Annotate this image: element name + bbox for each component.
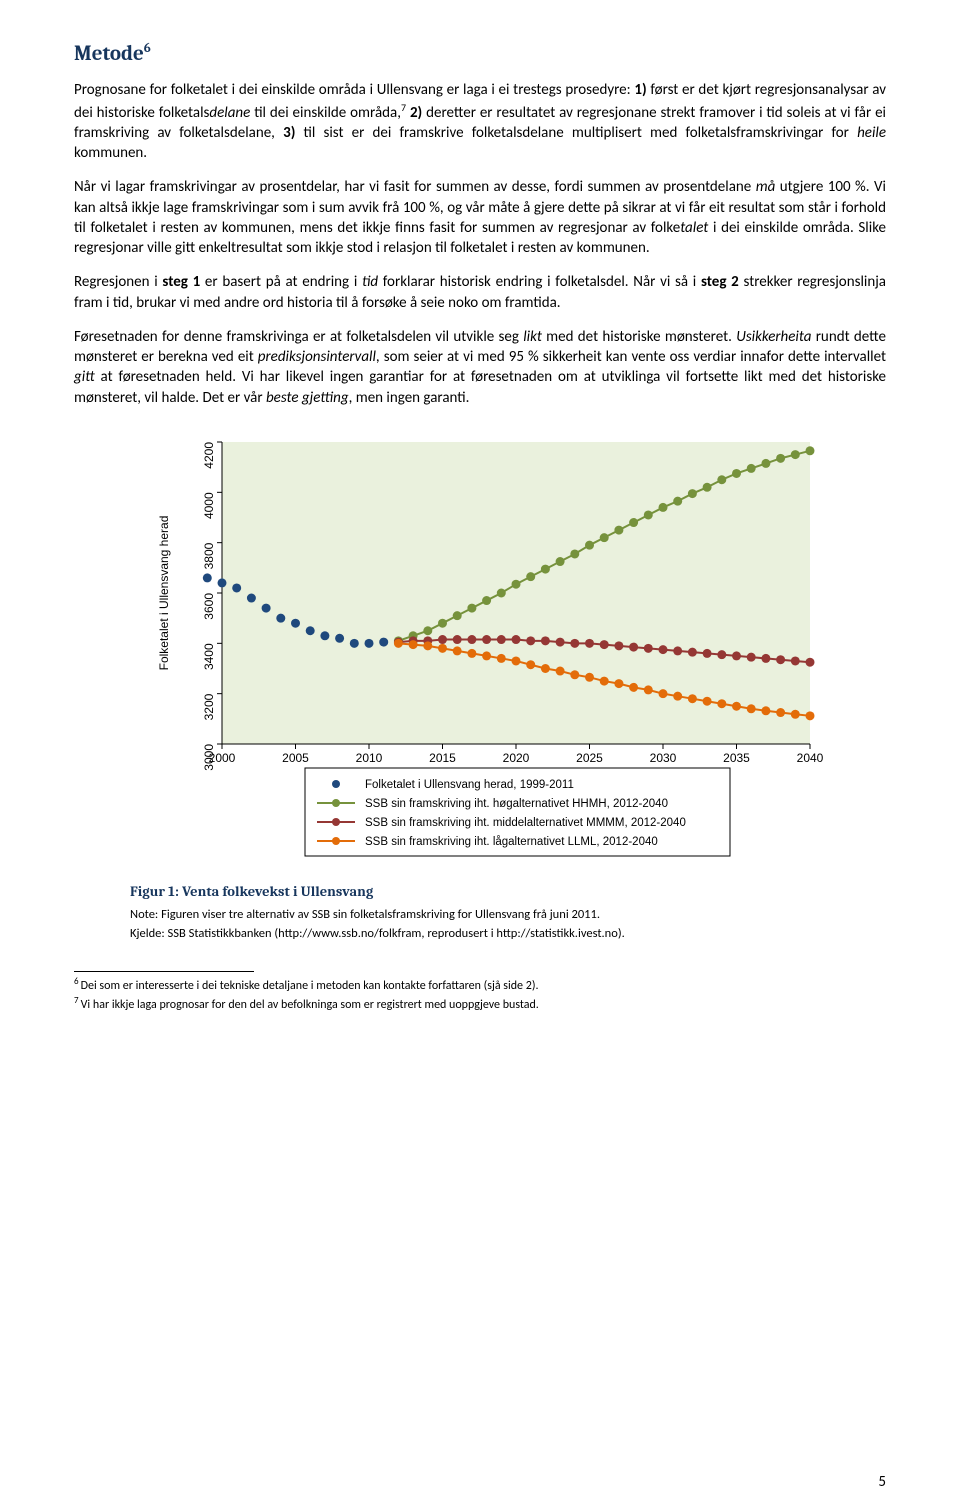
svg-text:2025: 2025	[576, 751, 603, 765]
p4-j: beste gjetting	[266, 389, 349, 407]
svg-text:SSB sin framskriving iht. høga: SSB sin framskriving iht. høgalternative…	[365, 798, 668, 810]
svg-text:3600: 3600	[202, 593, 216, 620]
p2-a: Når vi lagar framskrivingar av prosentde…	[74, 178, 756, 196]
svg-text:SSB sin framskriving iht. midd: SSB sin framskriving iht. middelalternat…	[365, 817, 686, 829]
p4-f: prediksjonsintervall	[258, 348, 376, 366]
svg-text:SSB sin framskriving iht. låga: SSB sin framskriving iht. lågalternative…	[365, 836, 658, 848]
p3-a: Regresjonen i	[74, 273, 162, 291]
p4-k: , men ingen garanti.	[349, 389, 470, 407]
svg-text:3800: 3800	[202, 542, 216, 569]
p4-g: , som seier at vi med 95 % sikkerheit ka…	[376, 348, 886, 366]
p1-d: delane	[209, 104, 250, 122]
footnote-7-num: 7	[74, 995, 81, 1006]
figure-note-2: Kjelde: SSB Statistikkbanken (http://www…	[130, 926, 830, 943]
heading-text: Metode	[74, 42, 144, 66]
svg-text:3200: 3200	[202, 693, 216, 720]
svg-text:Folketalet i Ullensvang herad,: Folketalet i Ullensvang herad, 1999-2011	[365, 779, 574, 791]
svg-text:Folketalet i Ullensvang herad: Folketalet i Ullensvang herad	[157, 515, 171, 670]
p3-d: tid	[362, 273, 378, 291]
page-number: 5	[878, 1472, 886, 1492]
p4-b: likt	[523, 328, 542, 346]
p4-c: med det historiske mønsteret.	[542, 328, 736, 346]
p4-h: gitt	[74, 368, 95, 386]
svg-text:2005: 2005	[282, 751, 309, 765]
footnote-6: 6 Dei som er interesserte i dei tekniske…	[74, 976, 886, 995]
figure-note-1: Note: Figuren viser tre alternativ av SS…	[130, 907, 830, 924]
p1-l: kommunen.	[74, 144, 147, 162]
p2-b: må	[756, 178, 776, 196]
svg-text:2030: 2030	[650, 751, 677, 765]
paragraph-4: Føresetnaden for denne framskrivinga er …	[74, 327, 886, 408]
section-heading: Metode6	[74, 40, 886, 68]
figure-caption: Figur 1: Venta folkevekst i Ullensvang	[130, 882, 830, 902]
p1-b: 1)	[634, 81, 646, 99]
footnote-6-num: 6	[74, 976, 81, 987]
paragraph-3: Regresjonen i steg 1 er basert på at end…	[74, 272, 886, 313]
footnote-7-text: Vi har ikkje laga prognosar for den del …	[81, 998, 539, 1012]
p4-d: Usikkerheita	[736, 328, 811, 346]
heading-superscript: 6	[144, 41, 151, 56]
p1-a: Prognosane for folketalet i dei einskild…	[74, 81, 634, 99]
chart-svg: 3000320034003600380040004200Folketalet i…	[130, 430, 830, 870]
footnote-6-text: Dei som er interesserte i dei tekniske d…	[81, 979, 539, 993]
svg-text:2020: 2020	[503, 751, 530, 765]
paragraph-2: Når vi lagar framskrivingar av prosentde…	[74, 177, 886, 258]
svg-text:2010: 2010	[356, 751, 383, 765]
p2-d: talet	[680, 219, 708, 237]
paragraph-1: Prognosane for folketalet i dei einskild…	[74, 80, 886, 163]
footnote-separator	[74, 971, 254, 972]
p1-j: til sist er dei framskrive folketalsdela…	[295, 124, 857, 142]
svg-text:2040: 2040	[797, 751, 824, 765]
chart: 3000320034003600380040004200Folketalet i…	[130, 430, 830, 870]
svg-text:2015: 2015	[429, 751, 456, 765]
p1-g: 2)	[410, 104, 422, 122]
p3-f: steg 2	[701, 273, 739, 291]
p3-b: steg 1	[162, 273, 200, 291]
p3-e: forklarar historisk endring i folketalsd…	[378, 273, 701, 291]
svg-text:2035: 2035	[723, 751, 750, 765]
svg-text:4000: 4000	[202, 492, 216, 519]
p1-k: heile	[857, 124, 886, 142]
p1-i: 3)	[283, 124, 295, 142]
p4-a: Føresetnaden for denne framskrivinga er …	[74, 328, 523, 346]
svg-text:3400: 3400	[202, 643, 216, 670]
p3-c: er basert på at endring i	[200, 273, 362, 291]
svg-text:4200: 4200	[202, 442, 216, 469]
chart-block: 3000320034003600380040004200Folketalet i…	[130, 430, 830, 943]
p1-e: til dei einskilde områda,	[250, 104, 401, 122]
p4-i: at føresetnaden held. Vi har likevel ing…	[74, 368, 886, 406]
svg-text:2000: 2000	[209, 751, 236, 765]
footnote-7: 7 Vi har ikkje laga prognosar for den de…	[74, 995, 886, 1014]
